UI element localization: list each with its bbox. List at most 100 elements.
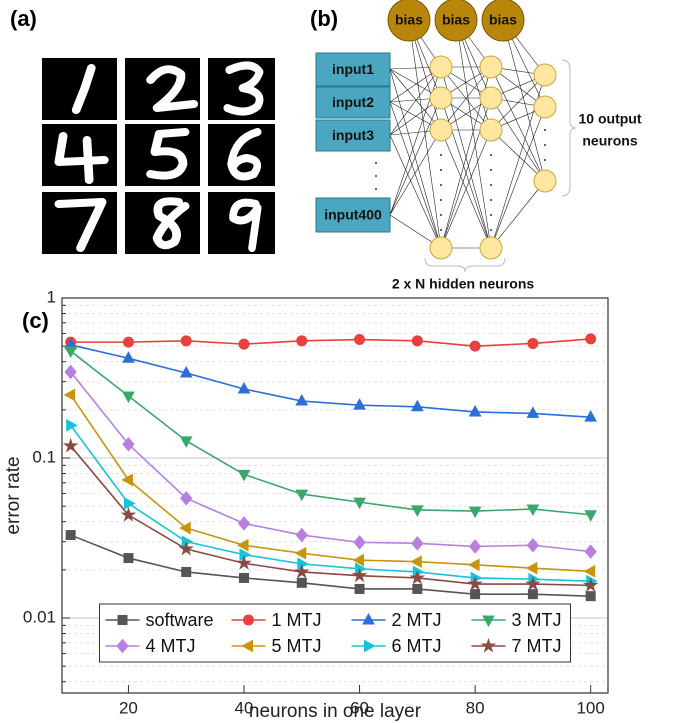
marker [527, 539, 538, 552]
input-label: input1 [332, 61, 374, 77]
marker [296, 529, 307, 542]
x-tick-label: 20 [119, 698, 138, 717]
marker [412, 537, 423, 550]
marker [355, 335, 365, 345]
ellipsis-dot [375, 188, 377, 190]
input-label: input3 [332, 127, 374, 143]
marker [181, 437, 192, 447]
ellipsis-dot [440, 169, 442, 171]
digit-images [42, 58, 275, 254]
marker [412, 401, 423, 411]
marker [64, 439, 76, 451]
legend-marker [118, 616, 127, 625]
x-axis-label: neurons in one layer [249, 701, 422, 722]
marker [67, 420, 77, 431]
ellipsis-dot [490, 169, 492, 171]
brace [562, 60, 576, 196]
y-tick-label: 0.1 [32, 447, 56, 466]
series-line [71, 339, 591, 346]
ellipsis-dot [544, 144, 546, 146]
ellipsis-dot [440, 154, 442, 156]
series-line [71, 446, 591, 585]
output-note: 10 output [579, 111, 642, 127]
series-line [71, 425, 591, 581]
marker [123, 337, 133, 347]
legend-label: 2 MTJ [392, 610, 442, 630]
ellipsis-dot [490, 184, 492, 186]
marker [239, 339, 249, 349]
input-label: input2 [332, 94, 374, 110]
marker [586, 592, 595, 601]
y-axis-label: error rate [3, 456, 24, 534]
marker [470, 507, 481, 517]
marker [470, 341, 480, 351]
x-tick-label: 100 [576, 698, 604, 717]
marker [239, 517, 250, 530]
marker [123, 392, 134, 402]
marker [585, 545, 596, 558]
panel-label: (b) [310, 6, 338, 31]
hidden-node [480, 56, 502, 78]
hidden-node [430, 237, 452, 259]
marker [528, 338, 538, 348]
ellipsis-dot [490, 199, 492, 201]
input-label: input400 [324, 207, 382, 223]
ellipsis-dot [490, 229, 492, 231]
marker [240, 573, 249, 582]
digit-cell [42, 124, 117, 186]
ellipsis-dot [440, 214, 442, 216]
bias-label: bias [442, 12, 470, 28]
network-connections [390, 20, 545, 248]
panel-label: (c) [22, 308, 49, 333]
ellipsis-dot [375, 162, 377, 164]
marker [296, 548, 306, 559]
marker [471, 590, 480, 599]
marker [585, 511, 596, 521]
ellipsis-dot [440, 199, 442, 201]
marker [412, 506, 423, 516]
series-line [71, 351, 591, 515]
series-line [71, 372, 591, 552]
marker [586, 334, 596, 344]
hidden-node [430, 56, 452, 78]
hidden-note: 2 x N hidden neurons [392, 276, 535, 292]
hidden-node [480, 237, 502, 259]
connection [491, 181, 545, 248]
marker [354, 536, 365, 549]
legend-label: 5 MTJ [272, 636, 322, 656]
hidden-node [480, 87, 502, 109]
marker [413, 584, 422, 593]
marker [181, 336, 191, 346]
marker [469, 559, 479, 570]
y-tick-label: 1 [47, 287, 56, 306]
figure: (a) (b) (c) 0.010.1120406080100neurons i… [0, 0, 673, 723]
panel-label: (a) [10, 6, 37, 31]
brace [425, 258, 505, 272]
bias-label: bias [395, 12, 423, 28]
y-tick-label: 0.01 [23, 608, 56, 627]
marker [122, 474, 132, 485]
marker [527, 563, 537, 574]
x-tick-label: 80 [466, 698, 485, 717]
output-node [534, 170, 556, 192]
marker [297, 336, 307, 346]
marker [411, 556, 421, 567]
output-note: neurons [582, 133, 637, 149]
ellipsis-dot [490, 154, 492, 156]
marker [66, 531, 75, 540]
legend-label: 4 MTJ [146, 636, 196, 656]
output-node [534, 96, 556, 118]
hidden-node [430, 87, 452, 109]
legend-label: software [146, 610, 214, 630]
marker [527, 407, 538, 417]
series-line [71, 345, 591, 417]
connection [390, 98, 441, 215]
ellipsis-dot [375, 175, 377, 177]
ellipsis-dot [440, 184, 442, 186]
marker [182, 567, 191, 576]
marker [65, 389, 75, 400]
hidden-node [430, 119, 452, 141]
hidden-node [480, 119, 502, 141]
marker [528, 590, 537, 599]
